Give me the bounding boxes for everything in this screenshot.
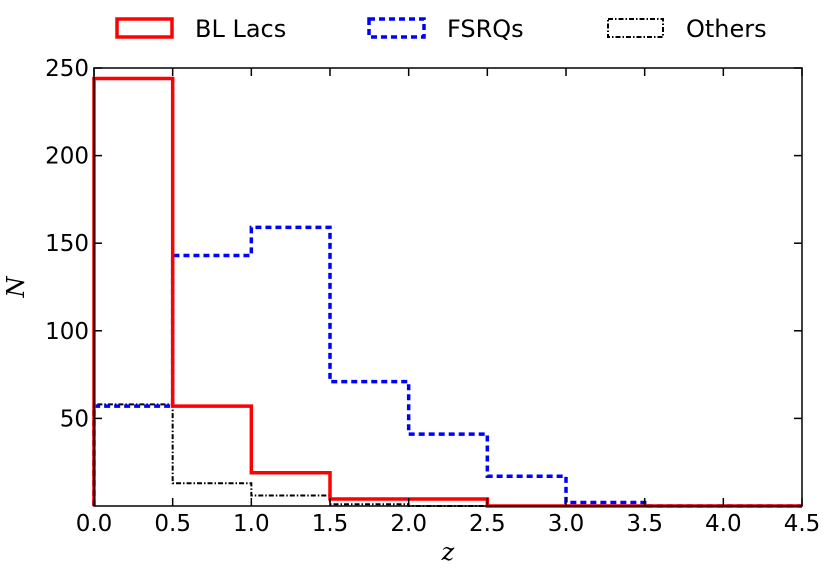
y-tick-label: 200	[45, 144, 89, 170]
y-tick-label: 150	[45, 231, 89, 257]
legend-swatch-fsrqs	[367, 17, 426, 39]
series-layer	[92, 76, 802, 508]
x-tick-label: 0.0	[76, 511, 113, 537]
legend-swatch-others	[607, 18, 664, 38]
y-tick-label: 50	[60, 406, 89, 432]
x-tick-label: 1.0	[233, 511, 270, 537]
legend-swatch-bl-lacs	[115, 17, 174, 39]
x-tick-label: 0.5	[154, 511, 191, 537]
legend: BL Lacs FSRQs Others	[115, 15, 767, 43]
series-others-line	[93, 403, 802, 507]
x-tick-label: 1.5	[312, 511, 349, 537]
ticks-layer: 0.0 0.5 1.0 1.5 2.0 2.5 3.0 3.5 4.0 4.5 50 100 150 20…	[45, 56, 820, 537]
legend-label-fsrqs: FSRQs	[447, 15, 524, 43]
x-tick-label: 4.0	[705, 511, 742, 537]
x-tick-label: 2.0	[390, 511, 427, 537]
series-bl-lacs-line	[92, 76, 802, 508]
x-axis-label: z	[441, 538, 455, 566]
plot-frame	[93, 67, 803, 507]
x-tick-label: 2.5	[469, 511, 506, 537]
y-axis-label: N	[2, 276, 30, 299]
x-tick-label: 3.5	[626, 511, 663, 537]
legend-label-others: Others	[686, 15, 767, 43]
y-tick-label: 100	[45, 319, 89, 345]
legend-label-bl-lacs: BL Lacs	[195, 15, 286, 43]
y-tick-label: 250	[45, 56, 89, 82]
x-tick-label: 4.5	[784, 511, 821, 537]
x-tick-label: 3.0	[548, 511, 585, 537]
series-fsrqs-line	[92, 225, 802, 508]
